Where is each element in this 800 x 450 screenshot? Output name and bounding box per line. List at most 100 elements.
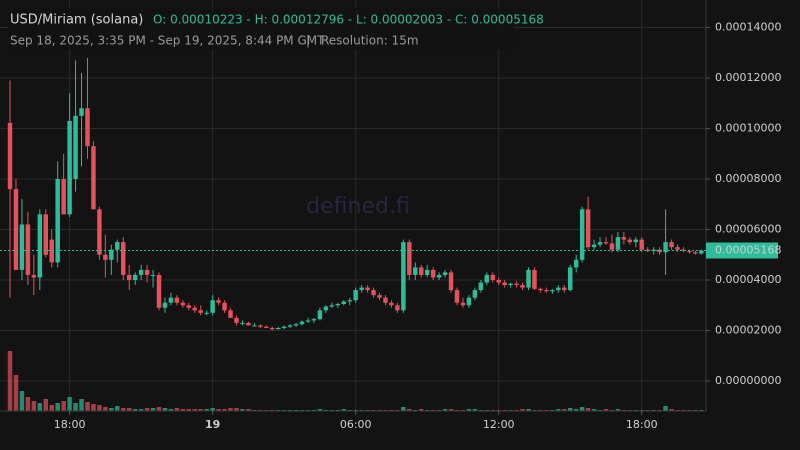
ohlc-legend: O: 0.00010223 - H: 0.00012796 - L: 0.000… [153,13,544,27]
candle-body [407,242,412,275]
candle-body [347,300,352,302]
candle-body [109,249,114,260]
candle-body [675,247,680,250]
candle-body [270,327,275,330]
volume-bar [448,409,454,411]
candle-body [73,115,78,179]
volume-bar [138,409,144,411]
candle-body [37,214,43,278]
volume-bar [186,409,192,411]
volume-bar [97,405,102,411]
candle-body [633,239,639,243]
candle-body [138,269,144,275]
x-tick-label: 06:00 [340,418,372,431]
candle-body [681,249,686,251]
candle-body [573,259,579,268]
y-tick-label: 0.00008000 [715,172,781,185]
candle-body [323,306,329,311]
candle-body [389,302,394,306]
candle-body [615,237,621,250]
last-price-label: 0.00005168 [715,244,781,257]
volume-bar [442,409,448,411]
volume-bar [13,375,19,411]
y-tick-label: 0.00002000 [715,324,781,337]
candle-body [246,322,251,326]
watermark: defined.fi [306,194,410,219]
y-tick-label: 0.00012000 [715,71,781,84]
candle-body [192,307,198,311]
candle-body [216,300,221,303]
candle-body [156,274,162,308]
volume-bar [216,409,221,411]
candle-body [168,297,174,303]
x-tick-label: 12:00 [483,418,515,431]
candle-body [699,250,704,254]
candle-body [693,252,698,254]
volume-bar [19,391,25,411]
candle-body [627,239,633,243]
candle-body [419,267,424,275]
volume-bar [591,409,597,411]
candle-body [424,269,430,275]
volume-bar [115,406,120,411]
volume-bar [43,399,49,411]
candle-body [25,224,31,275]
volume-bar [150,408,156,411]
candle-body [252,325,257,327]
candle-body [186,305,192,308]
candle-body [353,290,358,301]
candle-body [663,242,668,253]
candle-body [544,290,549,292]
candle-body [413,267,418,275]
candle-body [395,305,400,311]
candle-body [43,214,49,255]
volume-bar [126,408,132,411]
volume-bar [401,407,406,411]
candle-body [371,290,376,296]
volume-bar [210,408,215,411]
candle-body [639,239,644,250]
volume-bar [198,409,203,411]
candle-body [621,237,627,240]
volume-bar [341,409,346,411]
volume-bar [317,409,323,411]
candle-body [359,287,364,291]
volume-bars [7,351,704,411]
candle-body [472,290,478,298]
axes: 0.00014000 0.00012000 0.00010000 0.00008000… [0,20,781,431]
volume-bar [168,409,174,411]
candle-body [514,283,519,286]
volume-bar [419,409,424,411]
candle-body [121,242,126,275]
candle-body [562,287,567,291]
date-range: Sep 18, 2025, 3:35 PM - Sep 19, 2025, 8:… [10,34,325,48]
volume-bar [180,409,186,411]
candle-body [502,282,507,286]
x-tick-label: 18:00 [54,418,86,431]
volume-bar [234,408,239,411]
volume-bar [156,407,162,411]
volume-bar [91,404,96,411]
volume-bar [79,399,84,411]
volume-bar [556,409,561,411]
grid [0,0,706,411]
volume-bar [25,397,31,411]
candle-body [258,325,263,327]
candle-body [568,267,573,291]
candle-body [115,242,120,250]
volume-bar [615,409,621,411]
volume-bar [472,409,478,411]
candles [7,57,704,331]
volume-bar [85,402,90,411]
candle-body [198,310,203,313]
y-tick-label: 0.00004000 [715,273,781,286]
candle-body [19,224,25,270]
candle-body [150,274,156,276]
candle-body [466,297,472,306]
volume-bar [246,409,251,411]
separator: | [306,34,310,48]
candle-body [132,274,138,281]
candle-body [478,282,484,291]
volume-bar [7,351,13,411]
